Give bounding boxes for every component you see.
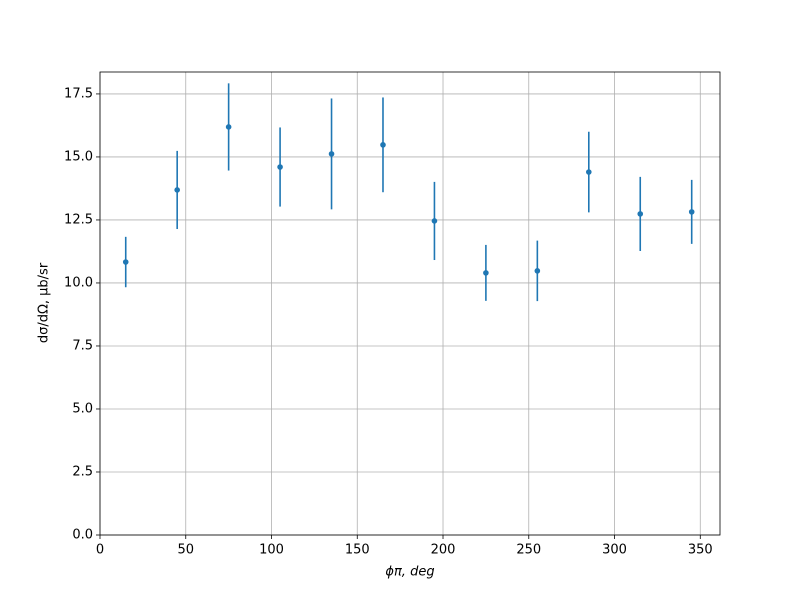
x-tick-label: 150 (345, 543, 370, 558)
data-point (585, 169, 592, 175)
data-point (122, 259, 129, 265)
data-point (431, 218, 438, 224)
x-tick-label: 200 (431, 543, 456, 558)
x-tick-label: 300 (602, 543, 627, 558)
x-axis-label: ϕπ, deg (385, 565, 434, 580)
data-point (637, 211, 644, 217)
y-tick-label: 5.0 (72, 401, 93, 416)
y-tick-label: 17.5 (64, 86, 93, 101)
x-tick-label: 0 (96, 543, 104, 558)
x-tick-label: 350 (688, 543, 713, 558)
data-point (380, 142, 386, 148)
data-point (225, 124, 232, 130)
data-point (277, 164, 283, 170)
y-tick-label: 15.0 (64, 149, 93, 164)
x-tick-label: 250 (516, 543, 541, 558)
data-point (534, 268, 541, 274)
plot-frame (99, 71, 721, 536)
y-tick-label: 12.5 (64, 212, 93, 227)
x-tick-label: 100 (259, 543, 284, 558)
data-point (328, 151, 335, 157)
data-point (174, 187, 180, 193)
data-point (688, 209, 695, 215)
y-tick-label: 7.5 (72, 338, 93, 353)
y-axis-label: dσ/dΩ, μb/sr (37, 262, 52, 343)
data-point (483, 270, 489, 276)
y-tick-label: 10.0 (64, 275, 93, 290)
y-tick-label: 0.0 (72, 528, 93, 543)
y-tick-label: 2.5 (72, 464, 93, 479)
x-tick-label: 50 (177, 543, 194, 558)
